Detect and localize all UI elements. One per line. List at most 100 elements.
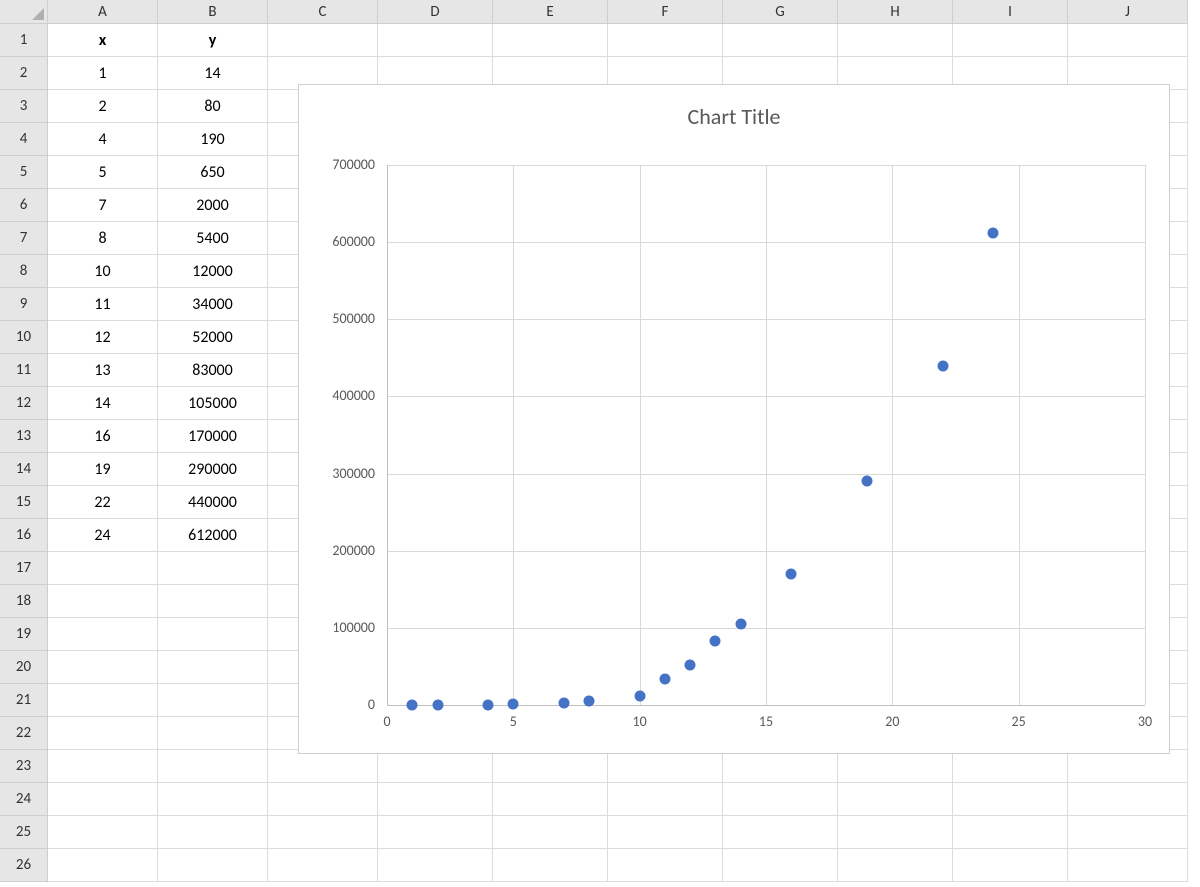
cell[interactable]: x bbox=[48, 24, 158, 57]
cell[interactable]: 170000 bbox=[158, 420, 268, 453]
cell[interactable]: 12 bbox=[48, 321, 158, 354]
chart-data-point[interactable] bbox=[862, 476, 873, 487]
row-header[interactable]: 1 bbox=[0, 24, 48, 57]
row-header[interactable]: 15 bbox=[0, 486, 48, 519]
cell[interactable] bbox=[838, 750, 953, 783]
cell[interactable] bbox=[953, 24, 1068, 57]
row-header[interactable]: 5 bbox=[0, 156, 48, 189]
cell[interactable] bbox=[48, 849, 158, 882]
chart-title[interactable]: Chart Title bbox=[299, 103, 1169, 130]
row-header[interactable]: 20 bbox=[0, 651, 48, 684]
cell[interactable] bbox=[48, 684, 158, 717]
cell[interactable] bbox=[723, 849, 838, 882]
cell[interactable]: 612000 bbox=[158, 519, 268, 552]
cell[interactable]: 105000 bbox=[158, 387, 268, 420]
cell[interactable] bbox=[268, 750, 378, 783]
cell[interactable]: 19 bbox=[48, 453, 158, 486]
cell[interactable] bbox=[158, 750, 268, 783]
cell[interactable] bbox=[953, 783, 1068, 816]
cell[interactable] bbox=[48, 750, 158, 783]
cell[interactable] bbox=[378, 750, 493, 783]
cell[interactable] bbox=[378, 849, 493, 882]
column-header[interactable]: H bbox=[838, 0, 953, 24]
cell[interactable] bbox=[953, 750, 1068, 783]
chart-plot-area[interactable] bbox=[387, 165, 1145, 705]
cell[interactable]: 7 bbox=[48, 189, 158, 222]
chart-data-point[interactable] bbox=[584, 695, 595, 706]
cell[interactable] bbox=[158, 585, 268, 618]
cell[interactable] bbox=[158, 783, 268, 816]
row-header[interactable]: 10 bbox=[0, 321, 48, 354]
cell[interactable]: 14 bbox=[158, 57, 268, 90]
cell[interactable] bbox=[158, 849, 268, 882]
cell[interactable] bbox=[608, 750, 723, 783]
cell[interactable] bbox=[493, 783, 608, 816]
cell[interactable] bbox=[723, 750, 838, 783]
cell[interactable]: 83000 bbox=[158, 354, 268, 387]
cell[interactable] bbox=[953, 849, 1068, 882]
cell[interactable]: 650 bbox=[158, 156, 268, 189]
chart-data-point[interactable] bbox=[937, 360, 948, 371]
chart-data-point[interactable] bbox=[432, 699, 443, 710]
cell[interactable] bbox=[493, 750, 608, 783]
cell[interactable]: 22 bbox=[48, 486, 158, 519]
cell[interactable] bbox=[48, 618, 158, 651]
cell[interactable] bbox=[48, 585, 158, 618]
chart-data-point[interactable] bbox=[710, 635, 721, 646]
cell[interactable] bbox=[48, 552, 158, 585]
column-header[interactable]: G bbox=[723, 0, 838, 24]
cell[interactable] bbox=[608, 24, 723, 57]
column-header[interactable]: E bbox=[493, 0, 608, 24]
cell[interactable] bbox=[723, 783, 838, 816]
cell[interactable]: 5 bbox=[48, 156, 158, 189]
cell[interactable] bbox=[838, 849, 953, 882]
cell[interactable] bbox=[608, 816, 723, 849]
column-header[interactable]: I bbox=[953, 0, 1068, 24]
cell[interactable]: 24 bbox=[48, 519, 158, 552]
cell[interactable]: 14 bbox=[48, 387, 158, 420]
chart-data-point[interactable] bbox=[483, 699, 494, 710]
cell[interactable]: 5400 bbox=[158, 222, 268, 255]
row-header[interactable]: 11 bbox=[0, 354, 48, 387]
chart-data-point[interactable] bbox=[407, 699, 418, 710]
chart-data-point[interactable] bbox=[685, 659, 696, 670]
row-header[interactable]: 17 bbox=[0, 552, 48, 585]
cell[interactable] bbox=[838, 816, 953, 849]
cell[interactable] bbox=[723, 24, 838, 57]
cell[interactable] bbox=[493, 24, 608, 57]
cell[interactable] bbox=[608, 783, 723, 816]
cell[interactable]: 11 bbox=[48, 288, 158, 321]
column-header[interactable]: J bbox=[1068, 0, 1188, 24]
row-header[interactable]: 9 bbox=[0, 288, 48, 321]
cell[interactable] bbox=[1068, 750, 1188, 783]
cell[interactable] bbox=[268, 849, 378, 882]
cell[interactable] bbox=[158, 552, 268, 585]
cell[interactable] bbox=[1068, 849, 1188, 882]
cell[interactable] bbox=[838, 24, 953, 57]
column-header[interactable]: C bbox=[268, 0, 378, 24]
cell[interactable] bbox=[48, 783, 158, 816]
row-header[interactable]: 14 bbox=[0, 453, 48, 486]
cell[interactable] bbox=[953, 816, 1068, 849]
cell[interactable]: 13 bbox=[48, 354, 158, 387]
cell[interactable] bbox=[1068, 24, 1188, 57]
select-all-corner[interactable] bbox=[0, 0, 48, 24]
cell[interactable] bbox=[1068, 816, 1188, 849]
row-header[interactable]: 3 bbox=[0, 90, 48, 123]
row-header[interactable]: 26 bbox=[0, 849, 48, 882]
cell[interactable] bbox=[723, 816, 838, 849]
cell[interactable]: 8 bbox=[48, 222, 158, 255]
row-header[interactable]: 25 bbox=[0, 816, 48, 849]
chart-data-point[interactable] bbox=[508, 699, 519, 710]
cell[interactable] bbox=[378, 24, 493, 57]
cell[interactable] bbox=[268, 816, 378, 849]
chart-data-point[interactable] bbox=[558, 698, 569, 709]
row-header[interactable]: 23 bbox=[0, 750, 48, 783]
cell[interactable] bbox=[378, 816, 493, 849]
cell[interactable]: 2000 bbox=[158, 189, 268, 222]
row-header[interactable]: 18 bbox=[0, 585, 48, 618]
cell[interactable] bbox=[493, 816, 608, 849]
chart-object[interactable]: Chart Title 0100000200000300000400000500… bbox=[298, 84, 1170, 754]
cell[interactable] bbox=[48, 651, 158, 684]
cell[interactable] bbox=[48, 816, 158, 849]
